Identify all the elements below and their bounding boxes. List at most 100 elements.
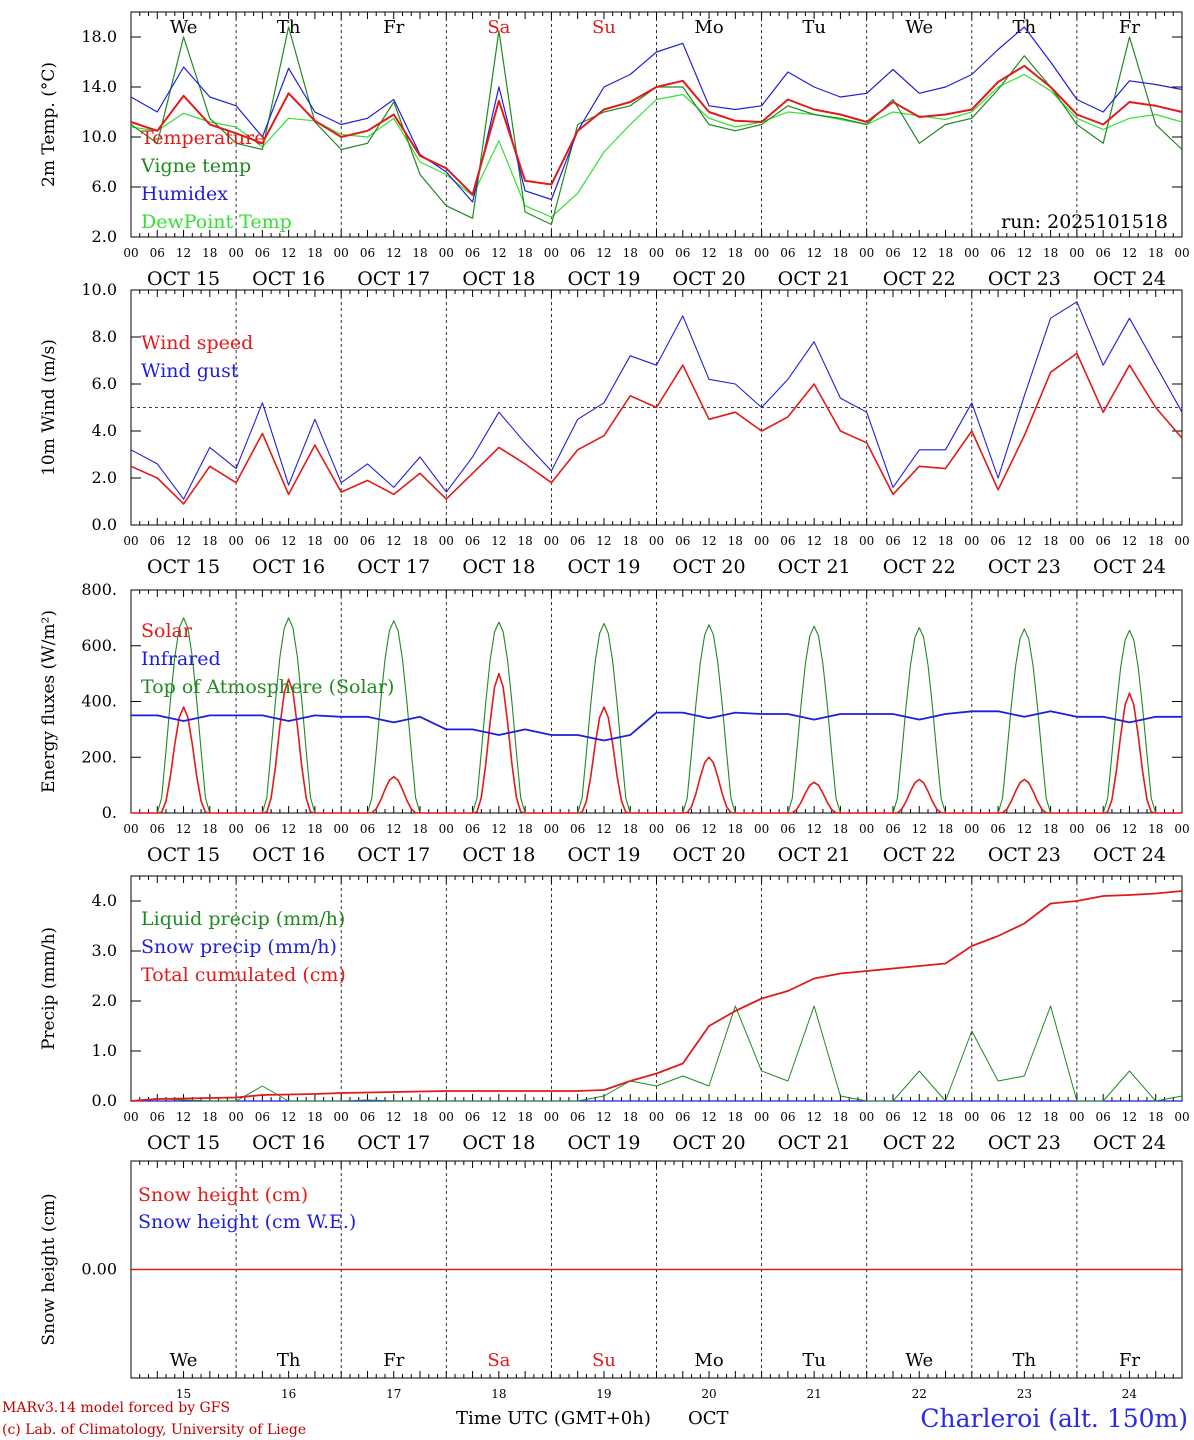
hour-tick-label: 00 — [123, 246, 138, 260]
hour-tick-label: 12 — [281, 1110, 296, 1124]
hour-tick-label: 12 — [176, 534, 191, 548]
hour-tick-label: 18 — [307, 534, 322, 548]
day-label: OCT 19 — [567, 268, 640, 290]
hour-tick-label: 12 — [1122, 1110, 1137, 1124]
x-axis-title: Time UTC (GMT+0h) — [456, 1408, 651, 1429]
legend-entry: Snow height (cm W.E.) — [138, 1211, 356, 1233]
hour-tick-label: 18 — [517, 1110, 532, 1124]
hour-tick-label: 06 — [1096, 822, 1111, 836]
day-label: OCT 21 — [778, 844, 851, 866]
day-label: OCT 23 — [988, 268, 1061, 290]
hour-tick-label: 00 — [123, 822, 138, 836]
hour-tick-label: 06 — [150, 822, 165, 836]
weekday-label: Tu — [802, 1350, 826, 1371]
panel-wind: 0.0 2.0 4.0 6.0 8.0 10.0 10m Wind (m/s) 00 06 12 1… — [39, 280, 1190, 578]
hour-tick-label: 00 — [334, 246, 349, 260]
hour-tick-label: 18 — [412, 1110, 427, 1124]
hour-tick-label: 00 — [964, 1110, 979, 1124]
day-label: OCT 18 — [462, 556, 535, 578]
hour-tick-label: 06 — [990, 534, 1005, 548]
hour-tick-label: 00 — [649, 1110, 664, 1124]
hour-tick-label: 18 — [412, 246, 427, 260]
hour-tick-label: 00 — [1174, 246, 1189, 260]
day-label: OCT 15 — [147, 268, 220, 290]
hour-tick-label: 18 — [938, 534, 953, 548]
weekday-label: Sa — [487, 1350, 510, 1371]
hour-tick-label: 18 — [307, 246, 322, 260]
hour-tick-label: 06 — [255, 1110, 270, 1124]
hour-tick-label: 12 — [1122, 822, 1137, 836]
hour-tick-label: 18 — [833, 822, 848, 836]
y-tick-label: 3.0 — [92, 941, 117, 960]
hour-tick-label: 00 — [649, 822, 664, 836]
day-label: OCT 18 — [462, 268, 535, 290]
legend-entry: Snow precip (mm/h) — [141, 936, 337, 958]
hour-tick-label: 12 — [386, 822, 401, 836]
hour-tick-label: 12 — [596, 822, 611, 836]
hour-tick-label: 12 — [281, 534, 296, 548]
day-label: OCT 17 — [357, 844, 430, 866]
hour-tick-label: 00 — [1069, 822, 1084, 836]
day-label: OCT 17 — [357, 556, 430, 578]
day-label: OCT 21 — [778, 268, 851, 290]
weekday-label: Fr — [383, 1350, 404, 1371]
hour-tick-label: 18 — [833, 534, 848, 548]
hour-tick-label: 18 — [307, 1110, 322, 1124]
hour-tick-label: 00 — [649, 246, 664, 260]
day-number: 22 — [912, 1387, 927, 1401]
day-number: 20 — [701, 1387, 716, 1401]
hour-tick-label: 06 — [570, 822, 585, 836]
y-tick-label: 6.0 — [92, 177, 117, 196]
hour-tick-label: 12 — [1017, 534, 1032, 548]
hour-tick-label: 18 — [1148, 246, 1163, 260]
station-name: Charleroi (alt. 150m) — [920, 1404, 1188, 1433]
hour-tick-label: 06 — [885, 246, 900, 260]
day-label: OCT 22 — [883, 556, 956, 578]
weekday-label: Th — [277, 1350, 301, 1371]
hour-tick-label: 12 — [596, 246, 611, 260]
hour-tick-label: 06 — [360, 1110, 375, 1124]
day-number: 21 — [807, 1387, 822, 1401]
hour-tick-label: 12 — [1017, 1110, 1032, 1124]
run-label: run: 2025101518 — [1001, 211, 1168, 233]
hour-tick-label: 00 — [1174, 1110, 1189, 1124]
hour-tick-label: 00 — [439, 1110, 454, 1124]
hour-tick-label: 18 — [517, 534, 532, 548]
y-tick-label: 6.0 — [92, 374, 117, 393]
hour-tick-label: 12 — [807, 1110, 822, 1124]
day-label: OCT 18 — [462, 1132, 535, 1154]
x-axis-month: OCT — [688, 1408, 729, 1429]
y-tick-label: 600. — [81, 636, 117, 655]
legend-entry: Wind speed — [141, 332, 253, 354]
hour-tick-label: 06 — [990, 822, 1005, 836]
weekday-label: Mo — [694, 17, 723, 38]
weekday-label: Tu — [802, 17, 826, 38]
hour-tick-label: 06 — [570, 246, 585, 260]
day-label: OCT 16 — [252, 1132, 325, 1154]
hour-tick-label: 06 — [465, 246, 480, 260]
hour-tick-label: 00 — [964, 534, 979, 548]
hour-tick-label: 06 — [885, 1110, 900, 1124]
day-label: OCT 18 — [462, 844, 535, 866]
legend-entry: Snow height (cm) — [138, 1184, 308, 1206]
hour-tick-label: 00 — [544, 246, 559, 260]
hour-tick-label: 06 — [465, 822, 480, 836]
panel-energy: 0. 200. 400. 600. 800. Energy fluxes (W/m²) 00… — [39, 580, 1190, 866]
day-label: OCT 21 — [778, 1132, 851, 1154]
day-number: 16 — [281, 1387, 296, 1401]
hour-tick-label: 12 — [491, 822, 506, 836]
series-total-cumulated — [130, 890, 1183, 1102]
legend-entry: Liquid precip (mm/h) — [141, 908, 345, 930]
hour-tick-label: 18 — [412, 822, 427, 836]
hour-tick-label: 06 — [465, 534, 480, 548]
hour-tick-label: 18 — [833, 1110, 848, 1124]
weekday-label: We — [170, 1350, 198, 1371]
series-infrared — [131, 710, 1182, 742]
day-number: 24 — [1122, 1387, 1138, 1401]
hour-tick-label: 18 — [728, 246, 743, 260]
series-temperature — [130, 64, 1183, 196]
y-tick-label: 8.0 — [92, 327, 117, 346]
day-label: OCT 19 — [567, 1132, 640, 1154]
hour-tick-label: 18 — [1043, 246, 1058, 260]
day-label: OCT 23 — [988, 844, 1061, 866]
